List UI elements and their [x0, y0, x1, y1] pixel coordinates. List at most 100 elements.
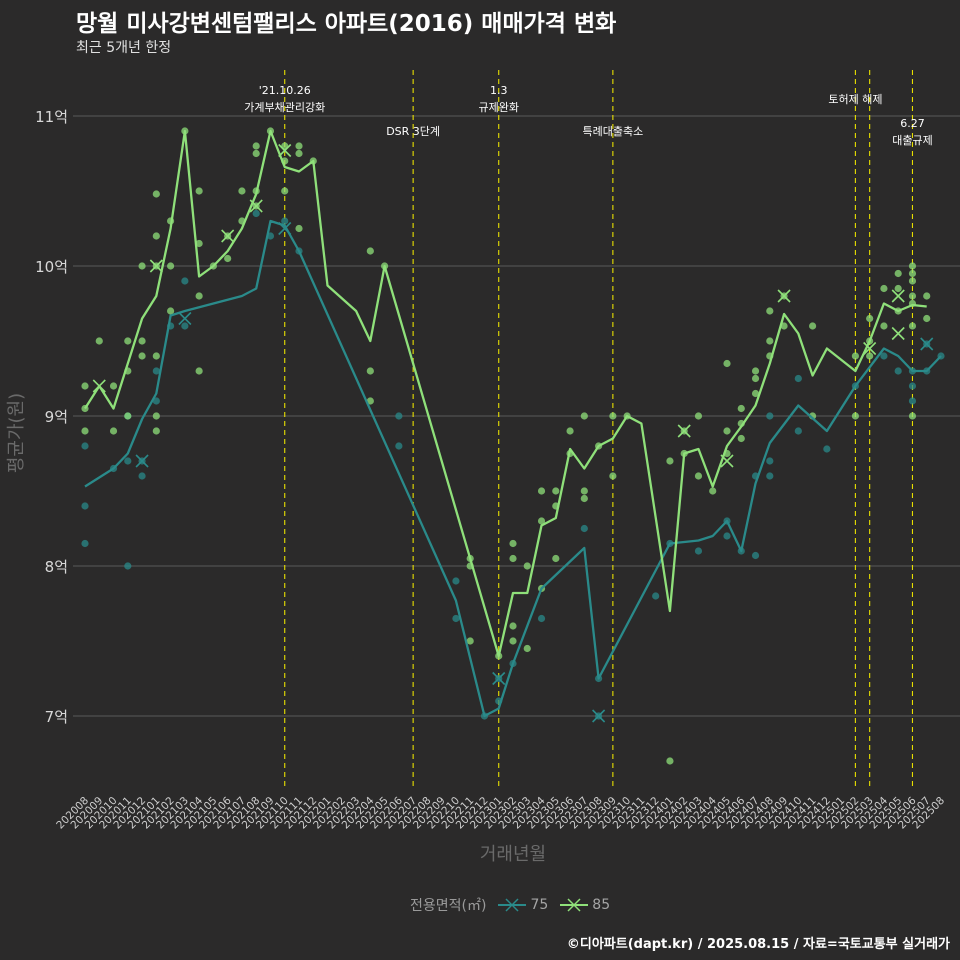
data-point-85 — [694, 412, 703, 420]
data-point-85 — [152, 352, 160, 360]
event-label: 대출규제 — [892, 134, 932, 147]
data-point-85 — [894, 284, 902, 293]
data-point-85 — [751, 367, 760, 375]
source-caption: ©디아파트(dapt.kr) / 2025.08.15 / 자료=국토교통부 실… — [566, 937, 950, 952]
legend-label-75: 75 — [530, 897, 549, 913]
y-tick-label: 9억 — [45, 408, 68, 426]
event-label: 가계부채관리강화 — [244, 101, 325, 114]
data-point-85 — [908, 322, 917, 330]
data-point-75 — [81, 442, 89, 450]
data-point-85 — [224, 254, 232, 263]
data-point-75 — [880, 352, 888, 360]
data-point-85 — [880, 284, 888, 293]
series-marker-75 — [592, 709, 606, 723]
marker-stroke — [720, 454, 734, 468]
data-point-85 — [366, 367, 374, 375]
marker-stroke — [135, 454, 149, 468]
data-point-75 — [894, 367, 902, 375]
series-marker-85 — [777, 289, 791, 303]
data-point-75 — [124, 457, 132, 465]
data-point-85 — [295, 224, 303, 233]
data-point-85 — [580, 412, 588, 420]
series-marker-85 — [891, 289, 905, 303]
data-point-85 — [666, 457, 674, 465]
marker-stroke — [891, 289, 905, 303]
series-marker-75 — [135, 454, 149, 468]
marker-stroke — [863, 341, 877, 356]
data-point-85 — [866, 314, 874, 323]
data-point-85 — [737, 404, 745, 413]
y-tick-label: 8억 — [45, 558, 68, 576]
series-line-75 — [84, 219, 942, 718]
chart-subtitle: 최근 5개년 한정 — [76, 40, 172, 56]
data-point-85 — [809, 322, 817, 330]
legend: 전용면적(㎡) 75 85 — [410, 895, 610, 915]
marker-stroke — [677, 424, 691, 438]
data-point-85 — [566, 427, 574, 435]
data-point-75 — [452, 614, 460, 623]
y-axis-label: 평균가(원) — [6, 393, 27, 473]
marker-stroke — [178, 311, 192, 326]
data-point-85 — [552, 487, 560, 495]
marker-stroke — [891, 326, 905, 341]
data-point-85 — [124, 412, 132, 420]
marker-stroke — [249, 199, 263, 213]
data-point-85 — [580, 487, 588, 495]
data-point-85 — [908, 269, 917, 278]
event-label: '21.10.26 — [259, 84, 311, 97]
data-point-85 — [580, 494, 588, 503]
data-point-85 — [523, 562, 531, 570]
data-point-85 — [537, 517, 546, 525]
data-point-85 — [124, 337, 132, 345]
series-marker-75 — [920, 337, 934, 351]
marker-stroke — [492, 671, 506, 686]
data-point-75 — [281, 217, 289, 225]
y-tick-label: 11억 — [35, 108, 68, 126]
data-point-85 — [766, 307, 774, 315]
data-point-75 — [766, 472, 774, 480]
data-point-85 — [195, 239, 203, 248]
series-marker-85 — [249, 199, 263, 213]
data-point-85 — [609, 472, 617, 480]
data-point-75 — [395, 442, 403, 450]
data-point-85 — [195, 187, 203, 195]
data-point-85 — [908, 277, 917, 285]
event-label: 토허제 해제 — [828, 92, 882, 106]
data-point-85 — [138, 352, 146, 360]
series-marker-85 — [677, 424, 691, 438]
data-point-85 — [195, 292, 203, 300]
chart-title: 망월 미사강변센텀팰리스 아파트(2016) 매매가격 변화 — [76, 11, 617, 37]
data-point-85 — [195, 367, 203, 375]
data-point-75 — [395, 412, 403, 420]
event-label: 규제완화 — [478, 101, 518, 114]
marker-stroke — [920, 337, 934, 351]
data-point-85 — [109, 382, 118, 390]
data-point-85 — [537, 487, 546, 495]
data-point-85 — [152, 412, 160, 420]
data-point-85 — [751, 389, 760, 398]
data-point-75 — [152, 367, 160, 375]
series-marker-85 — [720, 454, 734, 468]
marker-stroke — [278, 143, 292, 158]
series-line-85 — [84, 129, 927, 658]
data-point-85 — [95, 337, 103, 345]
data-point-85 — [694, 472, 703, 480]
data-point-75 — [766, 412, 774, 420]
data-point-75 — [81, 502, 89, 510]
event-label: 특례대출축소 — [582, 125, 643, 138]
data-point-75 — [908, 382, 917, 390]
data-point-75 — [694, 547, 703, 555]
series-marker-85 — [149, 259, 163, 273]
data-point-85 — [737, 434, 745, 443]
data-point-85 — [238, 187, 246, 195]
data-point-85 — [908, 262, 917, 270]
data-point-75 — [823, 445, 831, 453]
data-point-75 — [652, 592, 660, 600]
marker-stroke — [149, 259, 163, 273]
data-point-85 — [709, 487, 717, 495]
data-point-75 — [81, 539, 89, 548]
event-label: 1.3 — [490, 84, 508, 97]
y-tick-label: 7억 — [45, 708, 68, 726]
data-point-85 — [509, 622, 517, 630]
